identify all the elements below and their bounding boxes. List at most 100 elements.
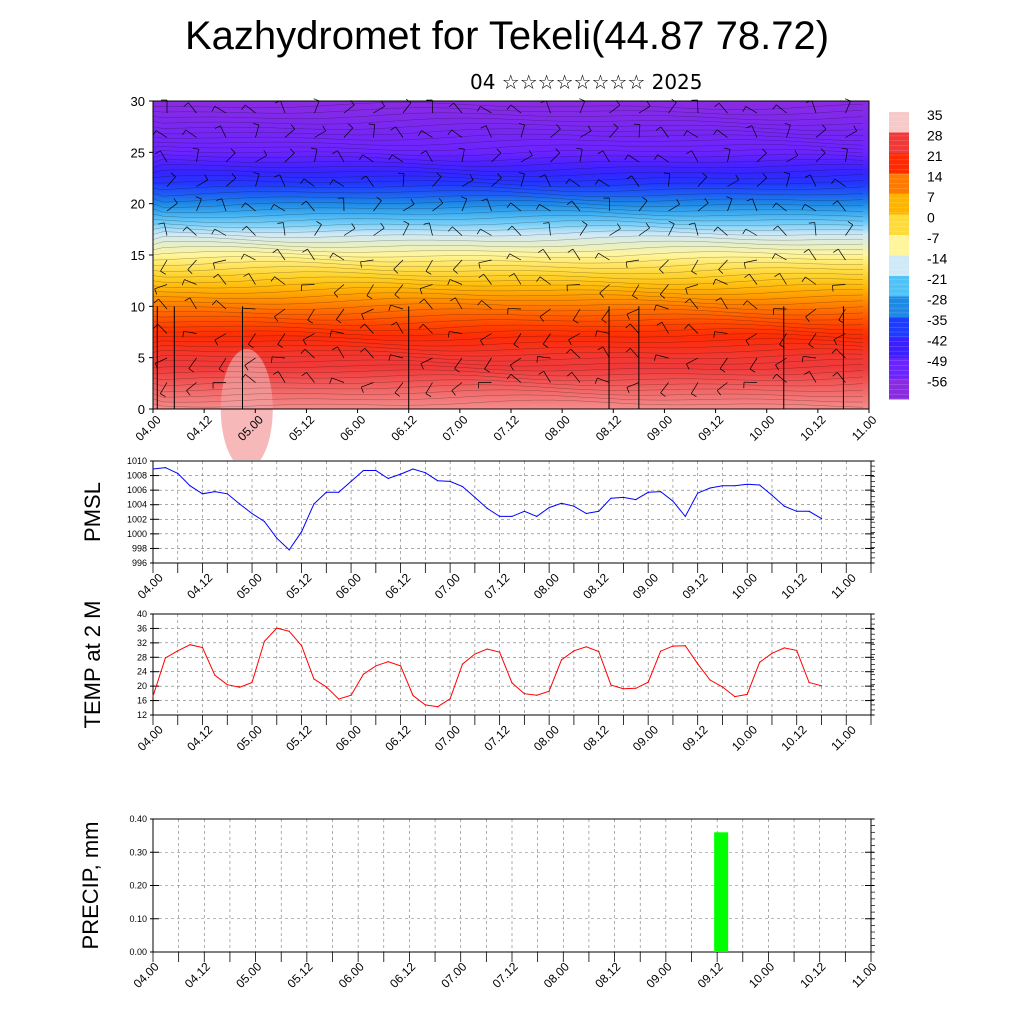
data-point <box>548 690 550 692</box>
wind-barb <box>815 128 827 138</box>
wind-barb-flag <box>719 368 726 373</box>
wind-barb <box>301 284 315 286</box>
wind-barb <box>185 129 197 138</box>
data-point <box>301 531 303 533</box>
wind-barb <box>278 371 286 383</box>
data-point <box>808 681 810 684</box>
wind-barb-flag <box>390 126 396 131</box>
wind-barb <box>360 259 374 263</box>
wind-barb-flag <box>783 172 790 175</box>
wind-barb <box>601 308 610 320</box>
wind-barb <box>225 177 237 187</box>
wind-barb <box>520 155 533 163</box>
wind-barb-flag <box>808 343 814 348</box>
wind-barb <box>392 154 404 163</box>
data-point <box>474 653 476 655</box>
wind-barb <box>484 357 492 370</box>
wind-barb <box>390 304 404 310</box>
wind-barb <box>166 176 176 187</box>
wind-barb <box>245 374 256 383</box>
wind-barb <box>609 228 621 236</box>
wind-barb-flag <box>774 273 780 277</box>
colorbar-swatch <box>889 194 909 215</box>
wind-barb-flag <box>419 288 423 295</box>
wind-barb <box>461 198 468 212</box>
wind-barb-flag <box>821 124 827 130</box>
wind-barb <box>609 127 619 138</box>
y-tick-label: 998 <box>132 543 147 553</box>
wind-barb <box>660 126 669 138</box>
data-point <box>759 484 761 486</box>
wind-barb <box>715 278 728 285</box>
contour-line <box>152 128 864 136</box>
wind-barb <box>284 152 295 163</box>
wind-barb-flag <box>394 294 400 299</box>
wind-barb-flag <box>360 175 367 180</box>
contour-line <box>152 297 864 306</box>
wind-barb-flag <box>613 123 619 129</box>
wind-barb <box>837 372 846 383</box>
wind-barb <box>361 308 374 315</box>
y-tick-label: 1010 <box>127 456 147 466</box>
wind-barb <box>449 279 463 285</box>
data-point <box>672 500 674 502</box>
wind-barb <box>220 125 227 138</box>
wind-barb-flag <box>461 196 467 200</box>
wind-barb <box>213 259 227 264</box>
wind-barb <box>803 355 817 359</box>
wind-barb-flag <box>539 174 546 178</box>
data-point <box>226 684 228 686</box>
wind-barb-flag <box>506 374 512 380</box>
wind-barb <box>579 224 588 236</box>
wind-barb <box>775 253 787 261</box>
wind-barb <box>808 249 817 261</box>
wind-barb-flag <box>507 225 513 231</box>
wind-barb-flag <box>688 222 695 225</box>
data-point <box>709 487 711 489</box>
data-point <box>226 493 228 495</box>
data-point <box>362 469 364 472</box>
contour-line <box>152 154 864 162</box>
wind-barb-flag <box>329 377 333 384</box>
wind-barb <box>697 176 708 187</box>
wind-barb <box>393 259 404 270</box>
wind-barb <box>507 307 522 310</box>
data-point <box>622 688 625 690</box>
wind-barb <box>661 322 669 334</box>
wind-barb-flag <box>277 344 283 348</box>
data-point <box>635 499 637 501</box>
contour-line <box>152 384 864 393</box>
wind-barb-flag <box>715 297 722 302</box>
wind-barb <box>838 248 846 261</box>
wind-barb <box>668 223 675 236</box>
contour-line <box>152 195 864 203</box>
wind-barb <box>542 249 551 261</box>
wind-barb-flag <box>713 331 715 338</box>
wind-barb <box>425 382 433 394</box>
wind-barb-flag <box>311 147 318 150</box>
wind-barb <box>804 204 817 212</box>
wind-barb-flag <box>686 150 692 154</box>
wind-barb-flag <box>801 276 806 283</box>
data-point <box>189 485 191 487</box>
wind-barb-flag <box>735 174 740 181</box>
wind-barb-flag <box>454 368 460 373</box>
wind-barb-flag <box>359 323 365 329</box>
data-point <box>486 648 488 650</box>
wind-barb-flag <box>538 371 544 375</box>
wind-barb <box>686 130 699 138</box>
wind-barb <box>273 204 286 212</box>
wind-barb <box>478 259 492 264</box>
wind-barb-flag <box>380 222 385 229</box>
wind-barb-flag <box>772 373 777 380</box>
wind-barb <box>685 284 699 289</box>
wind-barb <box>461 179 474 187</box>
wind-barb-flag <box>447 129 452 135</box>
wind-barb-flag <box>368 123 375 125</box>
wind-barb <box>598 179 610 187</box>
wind-barb-flag <box>601 319 607 324</box>
wind-barb <box>776 104 787 114</box>
data-point <box>610 497 612 499</box>
data-point <box>325 491 327 493</box>
